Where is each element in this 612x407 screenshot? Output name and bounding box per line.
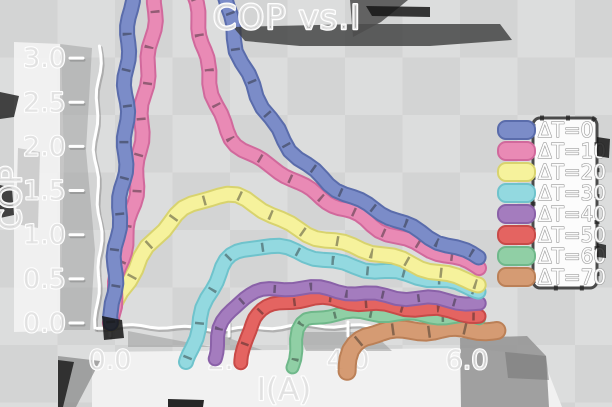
legend-label: ΔT=50 xyxy=(538,223,606,247)
shadow-artifacts-under xyxy=(16,148,549,407)
legend-box-sketch-border xyxy=(530,115,600,291)
legend-swatch-dt-10 xyxy=(497,141,536,161)
legend-label: ΔT=10 xyxy=(538,139,606,163)
legend-label: ΔT=40 xyxy=(538,202,606,226)
chart-title: COP vs.I xyxy=(213,0,361,38)
data-curves xyxy=(101,0,507,381)
legend-label: ΔT=0 xyxy=(538,118,593,142)
shadow-artifact xyxy=(366,6,430,17)
curve-dt-30 xyxy=(180,239,485,368)
y-tick-label: 0.0 xyxy=(23,308,66,339)
y-tick-label: 1.0 xyxy=(23,220,66,251)
legend-swatch-dt-70 xyxy=(497,267,536,287)
shadow-artifacts-over xyxy=(0,0,512,340)
legend-label: ΔT=30 xyxy=(538,181,606,205)
legend-swatch-dt-30 xyxy=(497,183,536,203)
legend-swatch-dt-0 xyxy=(497,120,536,140)
legend-swatch-dt-40 xyxy=(497,204,536,224)
curve-dt-40 xyxy=(209,281,485,365)
y-tick-label: 1.5 xyxy=(23,176,66,207)
shadow-artifact xyxy=(168,399,204,407)
shadow-artifact xyxy=(505,352,549,380)
y-tick-label: 2.5 xyxy=(23,87,66,118)
curve-dt-10 xyxy=(103,0,485,329)
axis-text: COP vs.I I(A) COP xyxy=(0,0,361,407)
shadow-artifact xyxy=(0,185,14,218)
y-axis-label: COP xyxy=(0,166,29,231)
shadow-artifact xyxy=(233,24,512,46)
shadow-artifact xyxy=(597,137,610,158)
shadow-artifact xyxy=(16,148,40,228)
legend-swatch-dt-20 xyxy=(497,162,536,182)
x-tick-label: 0.0 xyxy=(89,345,132,376)
shadow-artifact xyxy=(58,360,74,407)
curve-dt-70 xyxy=(339,319,505,379)
legend-swatch-dt-50 xyxy=(497,225,536,245)
curve-dt-50 xyxy=(235,291,485,369)
legend-label: ΔT=20 xyxy=(538,160,606,184)
y-axis-spine xyxy=(91,44,104,330)
shadow-artifact xyxy=(102,316,124,340)
legend-swatch-dt-60 xyxy=(497,246,536,266)
y-tick-label: 2.0 xyxy=(23,131,66,162)
shadow-artifact xyxy=(0,92,19,119)
margin-band xyxy=(60,44,95,330)
x-tick-label: 6.0 xyxy=(446,345,489,376)
margin-band xyxy=(14,42,64,332)
legend-label: ΔT=70 xyxy=(538,265,606,289)
y-tick-label: 0.5 xyxy=(23,264,66,295)
curve-dt-20 xyxy=(104,187,485,330)
y-tick-label: 3.0 xyxy=(23,43,66,74)
shadow-artifact xyxy=(597,243,606,258)
x-axis-label: I(A) xyxy=(257,372,312,407)
curve-dt-0 xyxy=(104,0,485,330)
legend-label: ΔT=60 xyxy=(538,244,606,268)
shadow-artifact xyxy=(460,336,549,407)
